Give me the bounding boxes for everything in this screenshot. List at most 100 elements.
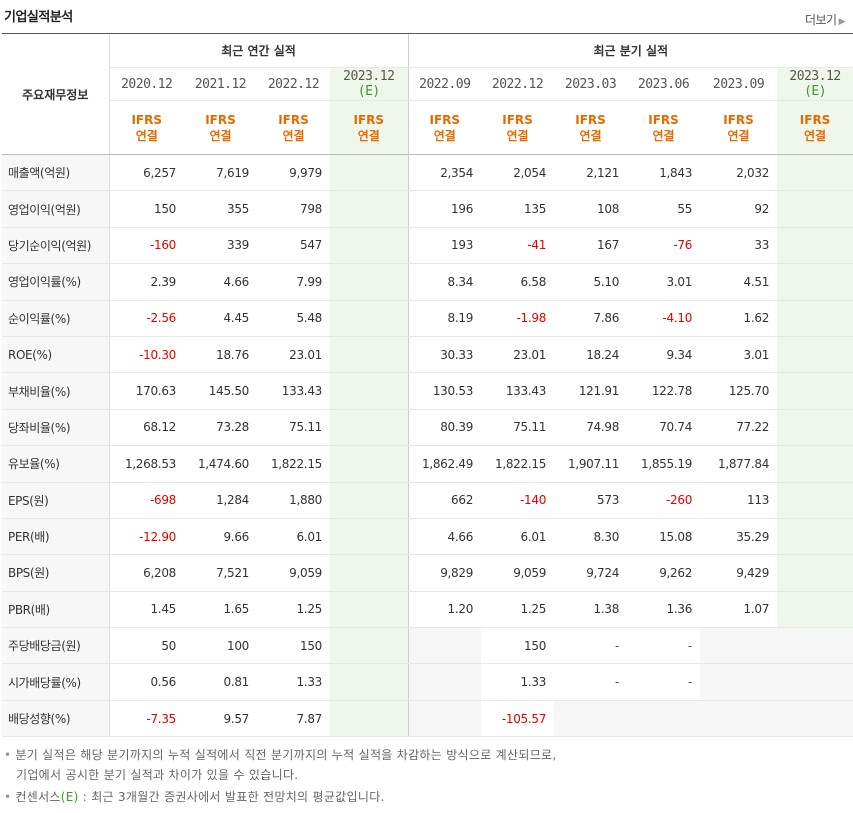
table-cell: 2,054 [481,154,555,192]
table-cell [407,627,482,665]
period-header: 2023.03 [554,67,628,101]
table-cell: 7.99 [257,263,330,301]
basis-scope: 연결 [652,128,675,143]
table-cell [777,663,853,701]
table-cell: 80.39 [407,409,482,447]
table-cell: 77.22 [700,409,778,447]
table-cell: 0.56 [109,663,184,701]
table-cell: 7.86 [554,300,628,337]
table-cell: 133.43 [481,372,555,410]
table-cell: 1,822.15 [257,445,330,483]
table-cell: 23.01 [257,336,330,374]
period-label: 2022.12 [491,76,544,92]
table-cell [407,700,482,738]
group-annual-header: 최근 연간 실적 [109,34,409,68]
period-header: 2022.12 [481,67,555,101]
bullet-icon: • [4,790,12,804]
period-label: 2023.12 [343,69,395,84]
table-cell: 23.01 [481,336,555,374]
table-cell: 1.33 [257,663,330,701]
row-label: 배당성향(%) [2,700,110,738]
note-consensus-e: (E) [60,790,79,804]
table-cell: 9,262 [627,554,701,592]
basis-standard: IFRS [502,112,533,127]
table-cell [777,518,853,556]
period-header: 2021.12 [184,67,257,101]
table-cell: 1,284 [184,481,257,519]
table-cell: 3.01 [627,263,701,301]
table-cell: 150 [481,627,555,665]
table-cell: 573 [554,481,628,519]
more-link[interactable]: 더보기 ▶ [805,11,846,28]
table-cell: 547 [257,227,330,265]
table-cell [777,372,853,410]
table-cell: - [554,663,628,701]
basis-scope: 연결 [727,128,750,143]
table-cell: 4.66 [407,518,482,556]
table-cell: 6,257 [109,154,184,192]
table-cell [777,481,853,519]
table-row: ROE(%) -10.30 18.76 23.01 30.33 23.01 18.24 9.3… [2,336,853,374]
table-cell: 9,979 [257,154,330,192]
table-cell: 9,829 [407,554,482,592]
basis-standard: IFRS [723,112,754,127]
table-cell: 6.58 [481,263,555,301]
table-cell: 1,843 [627,154,701,192]
table-cell [627,700,701,738]
table-cell [330,154,409,192]
table-cell [330,227,409,265]
basis-standard: IFRS [648,112,679,127]
period-header: 2023.12 (E) [330,67,409,101]
row-label: 당기순이익(억원) [2,227,110,265]
table-cell: - [627,627,701,665]
table-cell: 196 [407,190,482,228]
table-row: 당좌비율(%) 68.12 73.28 75.11 80.39 75.11 74.98 70.… [2,409,853,447]
table-cell: 4.66 [184,263,257,301]
table-cell: 8.34 [407,263,482,301]
table-cell: 7.87 [257,700,330,738]
table-cell: -76 [627,227,701,265]
estimate-marker: (E) [357,84,380,99]
table-row: 영업이익(억원) 150 355 798 196 135 108 55 92 [2,190,853,228]
table-cell: 5.48 [257,300,330,337]
table-cell: -160 [109,227,184,265]
table-cell: 6.01 [257,518,330,556]
table-cell: 662 [407,481,482,519]
table-cell: 73.28 [184,409,257,447]
table-cell: 121.91 [554,372,628,410]
row-label: 영업이익(억원) [2,190,110,228]
period-label: 2022.09 [419,76,471,92]
table-cell [777,300,853,337]
table-cell: -260 [627,481,701,519]
table-cell [777,627,853,665]
table-cell: 68.12 [109,409,184,447]
table-cell: 70.74 [627,409,701,447]
note-quarterly-line2: 기업에서 공시한 분기 실적과 차이가 있을 수 있습니다. [16,768,299,782]
note-consensus-rest: : 최근 3개월간 증권사에서 발표한 전망치의 평균값입니다. [82,790,385,804]
table-cell: 125.70 [700,372,778,410]
period-label: 2020.12 [121,76,173,92]
table-cell [330,481,409,519]
table-cell [330,263,409,301]
table-cell: 55 [627,190,701,228]
table-cell: 7,619 [184,154,257,192]
table-cell [330,445,409,483]
row-label: 부채비율(%) [2,372,110,410]
table-cell [330,627,409,665]
table-cell: 7,521 [184,554,257,592]
table-cell [330,372,409,410]
table-cell: 9,724 [554,554,628,592]
table-cell: 18.24 [554,336,628,374]
section-title: 기업실적분석 [4,10,73,25]
table-cell: 193 [407,227,482,265]
basis-standard: IFRS [799,112,831,127]
basis-scope: 연결 [135,128,158,143]
basis-scope: 연결 [209,128,232,143]
table-cell: 2,121 [554,154,628,192]
table-cell: 0.81 [184,663,257,701]
table-cell: 150 [109,190,184,228]
table-cell: -140 [481,481,555,519]
table-row: 당기순이익(억원) -160 339 547 193 -41 167 -76 33 [2,227,853,265]
table-cell: 135 [481,190,555,228]
table-row: BPS(원) 6,208 7,521 9,059 9,829 9,059 9,724 9,26… [2,554,853,592]
